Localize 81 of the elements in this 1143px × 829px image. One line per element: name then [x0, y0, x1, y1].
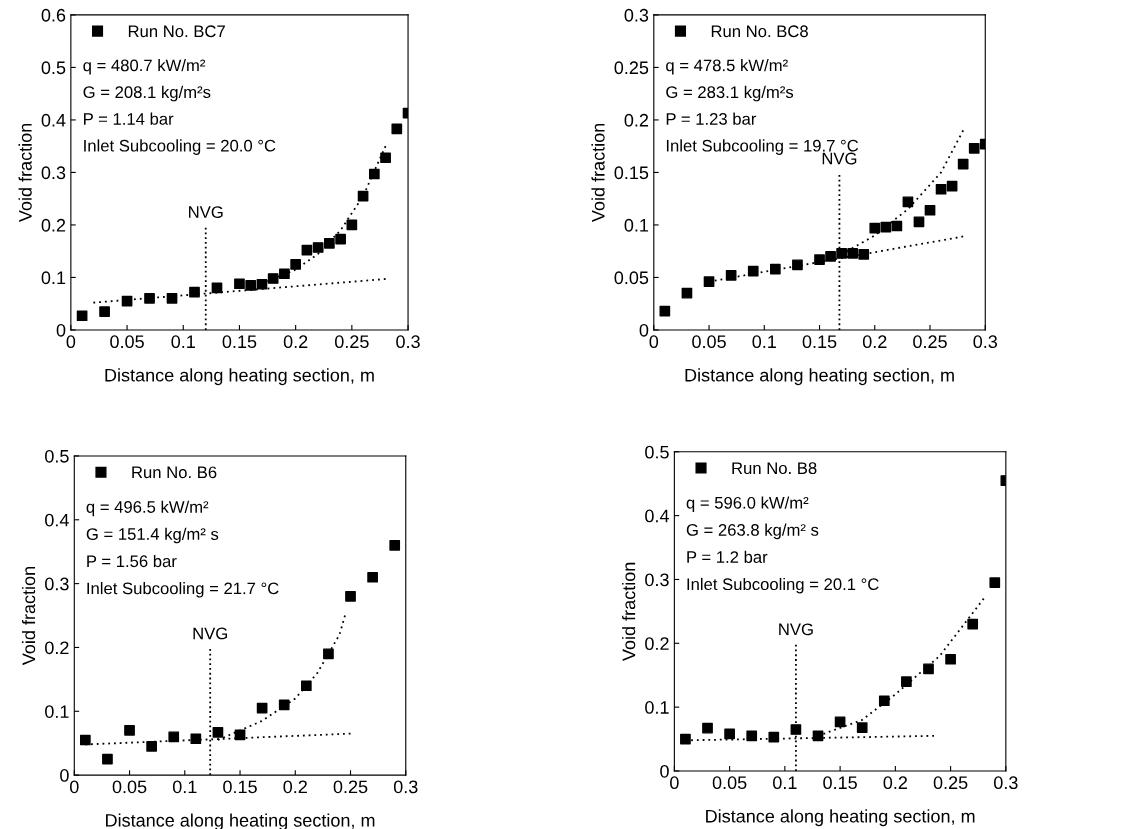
y-tick-label: 0.25 — [614, 61, 649, 75]
y-tick-label: 0 — [56, 323, 66, 337]
y-tick-label: 0.5 — [645, 445, 669, 459]
x-tick-label: 0.3 — [393, 780, 418, 794]
legend-label: Run No. BC7 — [128, 25, 225, 38]
annotation: G = 263.8 kg/m² s — [686, 523, 819, 540]
x-tick-label: 0.3 — [994, 776, 1018, 790]
annotation: Inlet Subcooling = 20.0 °C — [84, 139, 276, 155]
x-axis-title: Distance along heating section, m — [706, 809, 975, 827]
x-tick-label: 0.05 — [112, 780, 147, 794]
x-tick-label: 0.05 — [712, 776, 747, 790]
x-tick-label: 0.2 — [862, 335, 887, 349]
x-tick-label: 0 — [670, 776, 679, 790]
annotation: q = 596.0 kW/m² — [686, 496, 809, 513]
y-tick-label: 0 — [660, 764, 669, 778]
annotation: G = 208.1 kg/m²s — [83, 85, 211, 102]
x-tick-label: 0.1 — [752, 335, 776, 349]
annotation: G = 151.4 kg/m² s — [86, 527, 219, 544]
legend-label: Run No. B6 — [132, 466, 217, 479]
x-tick-label: 0.1 — [773, 776, 797, 790]
y-axis-title: Void fraction — [591, 123, 605, 223]
x-tick-label: 0.15 — [223, 780, 257, 794]
y-tick-label: 0.6 — [41, 8, 66, 22]
ref-line-label: NVG — [189, 206, 223, 218]
annotation: q = 496.5 kW/m² — [86, 500, 209, 517]
y-tick-label: 0.3 — [645, 573, 669, 587]
annotation: q = 480.7 kW/m² — [83, 59, 206, 75]
y-tick-label: 0.05 — [614, 271, 649, 285]
y-tick-label: 0.1 — [645, 701, 669, 714]
x-tick-label: 0.3 — [396, 335, 420, 349]
x-tick-label: 0.25 — [933, 776, 968, 790]
ref-line-label: NVG — [779, 623, 813, 636]
x-tick-label: 0.2 — [283, 780, 307, 794]
x-tick-label: 0.05 — [692, 335, 726, 349]
x-tick-label: 0.15 — [222, 335, 257, 349]
y-axis-title: Void fraction — [21, 567, 36, 666]
y-tick-label: 0.2 — [41, 218, 66, 232]
y-tick-label: 0.1 — [624, 218, 649, 232]
annotation: Inlet Subcooling = 21.7 °C — [87, 582, 279, 598]
annotation: Inlet Subcooling = 20.1 °C — [687, 577, 879, 594]
x-tick-label: 0.25 — [333, 780, 368, 794]
y-tick-label: 0 — [639, 323, 649, 337]
annotation: q = 478.5 kW/m² — [666, 59, 788, 75]
x-tick-label: 0 — [69, 780, 79, 794]
x-tick-label: 0.05 — [110, 335, 144, 349]
x-tick-label: 0.15 — [802, 335, 837, 349]
legend-label: Run No. B8 — [732, 462, 817, 475]
annotation: P = 1.23 bar — [666, 112, 757, 125]
x-axis-title: Distance along heating section, m — [105, 368, 374, 386]
x-tick-label: 0.15 — [823, 776, 857, 790]
y-tick-label: 0.2 — [624, 113, 649, 127]
y-tick-label: 0.5 — [45, 449, 69, 463]
y-tick-label: 0.2 — [45, 641, 69, 655]
x-tick-label: 0.25 — [913, 335, 947, 349]
y-tick-label: 0.1 — [41, 271, 66, 285]
x-tick-label: 0.3 — [973, 335, 998, 349]
annotation: G = 283.1 kg/m²s — [666, 85, 794, 102]
ref-line-label: NVG — [822, 152, 857, 165]
y-tick-label: 0.4 — [41, 113, 66, 127]
ref-line-label: NVG — [193, 627, 228, 640]
annotation: P = 1.2 bar — [687, 550, 768, 563]
annotation: P = 1.56 bar — [87, 554, 177, 568]
y-tick-label: 0.3 — [41, 166, 66, 180]
legend-label: Run No. BC8 — [711, 25, 808, 38]
y-tick-label: 0.3 — [624, 8, 649, 22]
y-tick-label: 0.15 — [614, 166, 649, 180]
y-tick-label: 0.4 — [645, 509, 669, 523]
y-axis-title: Void fraction — [18, 123, 32, 223]
x-tick-label: 0.1 — [171, 335, 195, 349]
y-tick-label: 0.1 — [45, 705, 69, 718]
y-tick-label: 0.3 — [45, 577, 69, 591]
x-tick-label: 0.2 — [883, 776, 907, 790]
x-tick-label: 0.25 — [334, 335, 369, 349]
y-tick-label: 0.4 — [45, 513, 69, 527]
x-tick-label: 0.2 — [283, 335, 308, 349]
x-tick-label: 0.1 — [172, 780, 197, 794]
annotation: P = 1.14 bar — [84, 112, 174, 125]
x-axis-title: Distance along heating section, m — [685, 368, 954, 386]
y-axis-title: Void fraction — [622, 562, 636, 661]
y-tick-label: 0.5 — [41, 61, 66, 75]
y-tick-label: 0.2 — [645, 637, 669, 651]
